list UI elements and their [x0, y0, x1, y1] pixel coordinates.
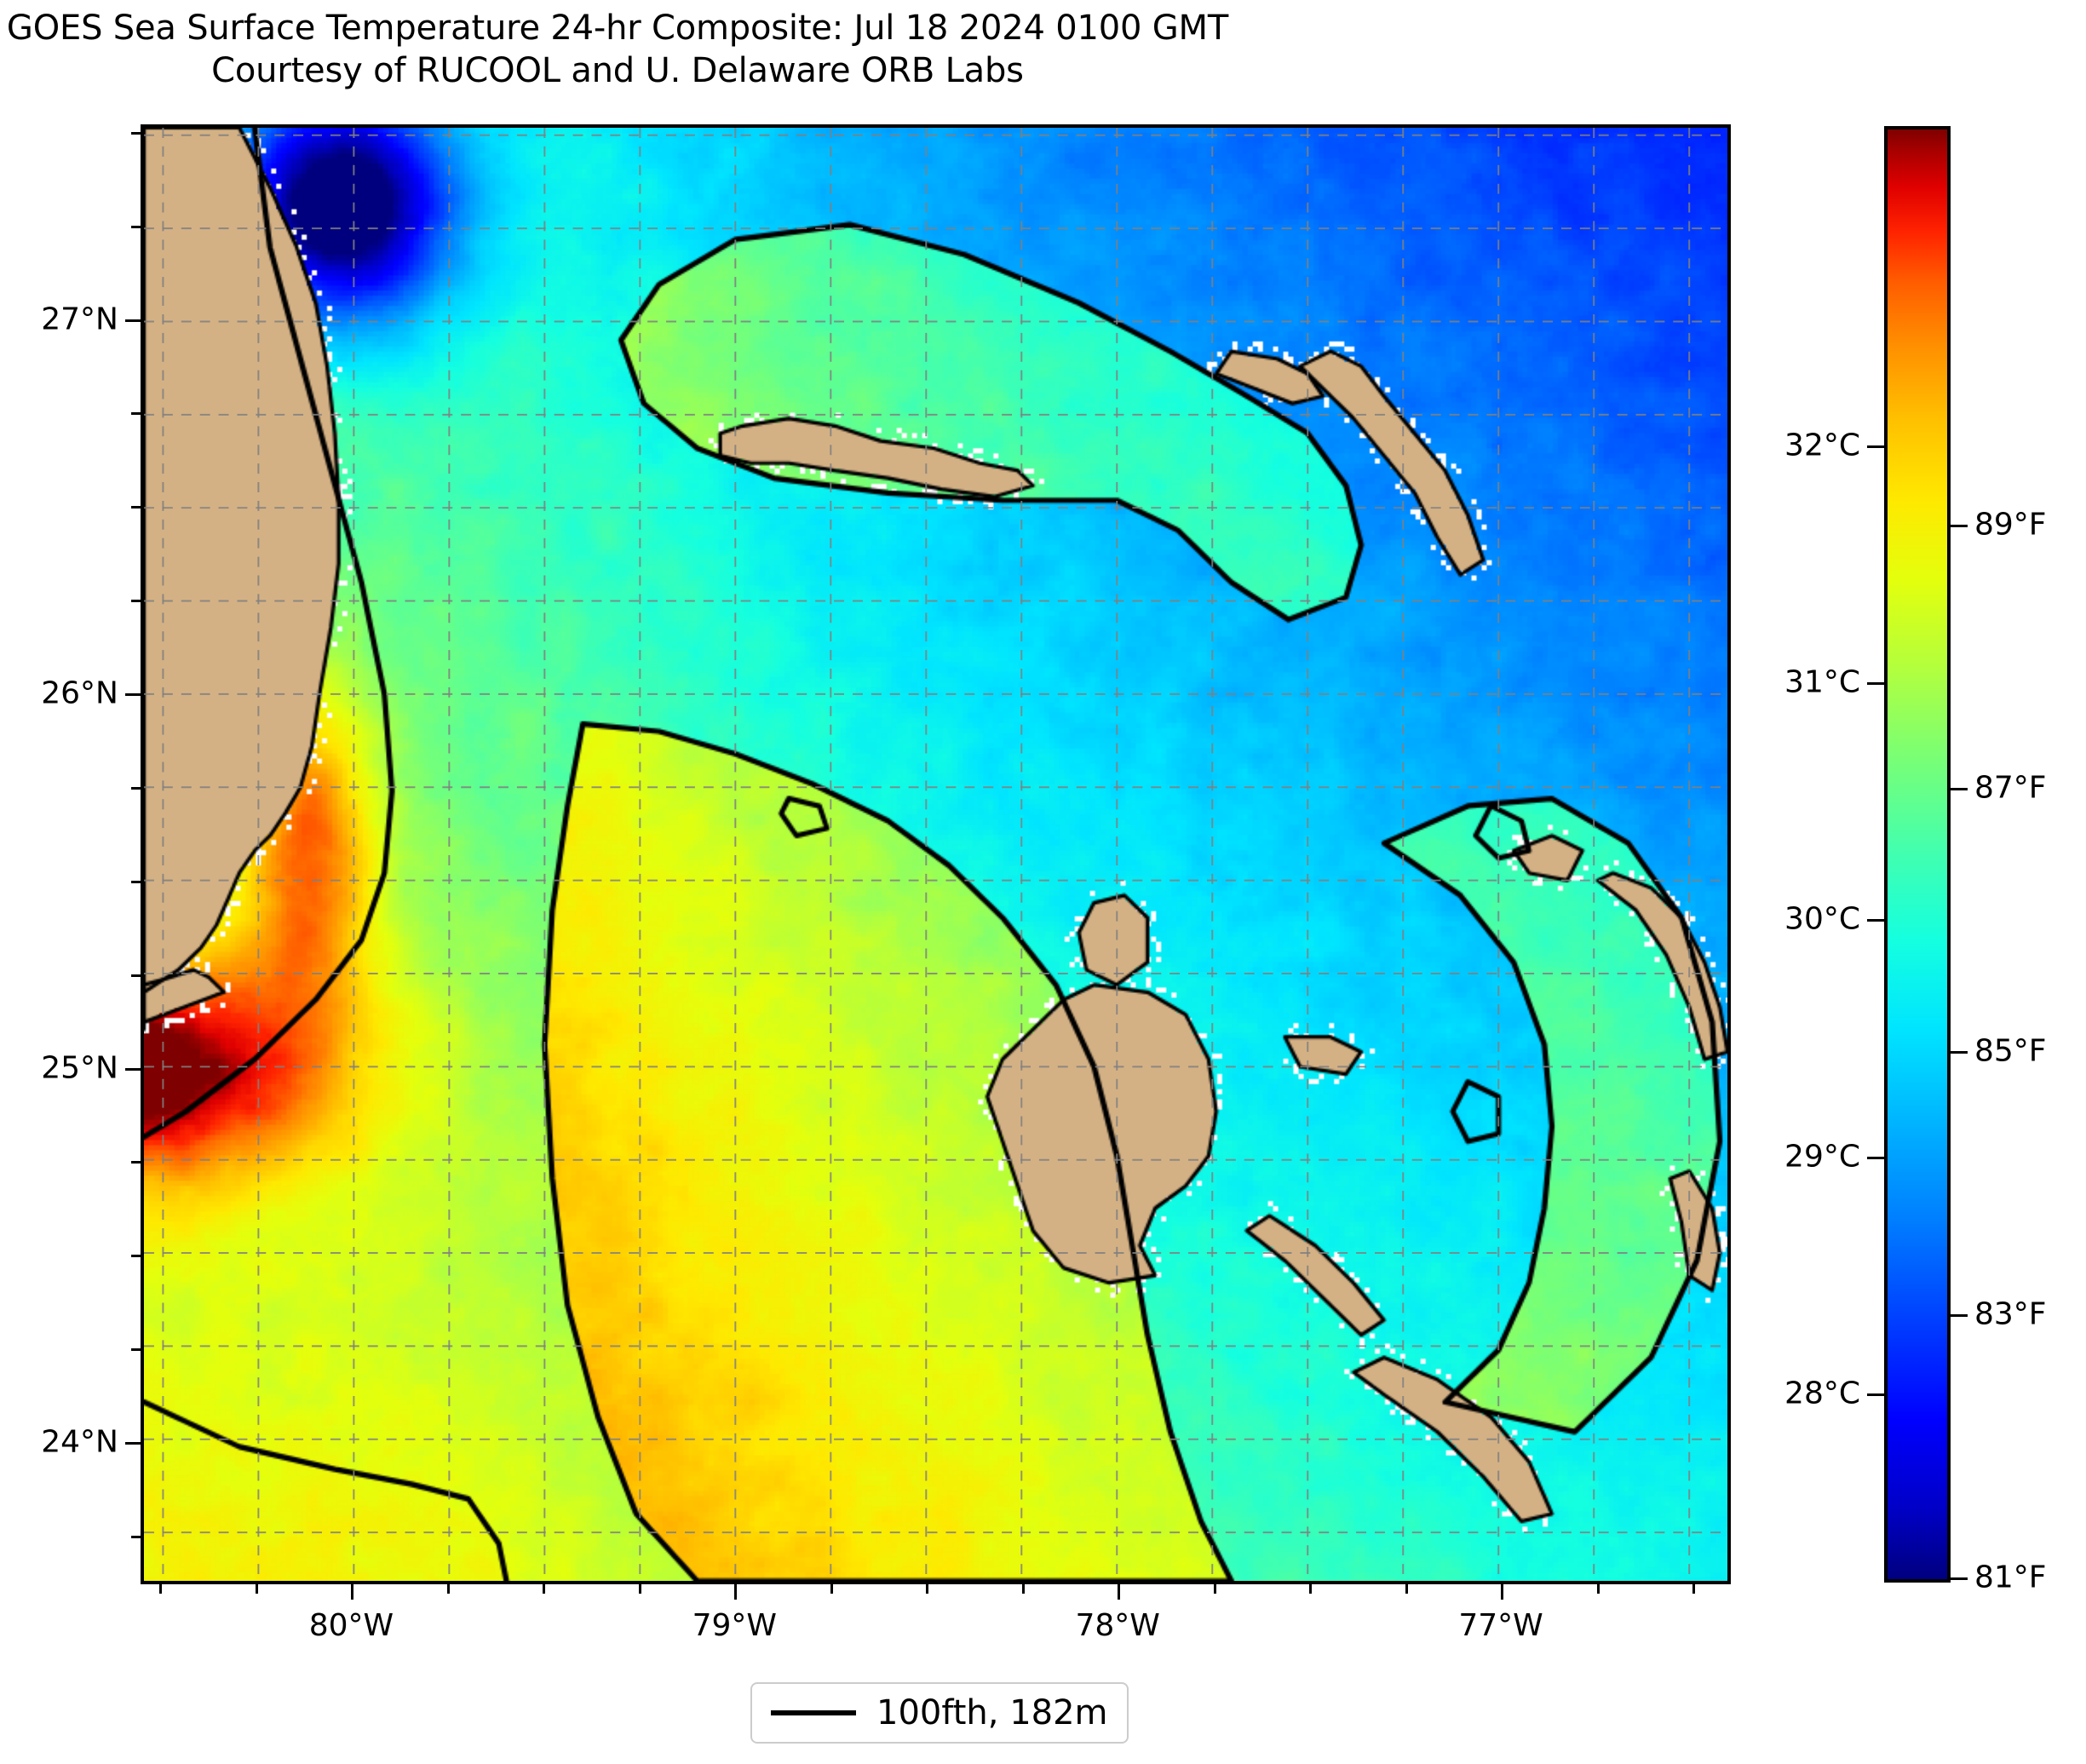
y-tick-minor: [131, 600, 141, 603]
page-title: GOES Sea Surface Temperature 24-hr Compo…: [0, 7, 1235, 92]
x-tick-major: [1118, 1584, 1121, 1600]
colorbar-label-celsius: 29°C: [1784, 1139, 1860, 1174]
x-tick-minor: [543, 1584, 546, 1594]
colorbar-label-celsius: 31°C: [1784, 664, 1860, 700]
y-tick-minor: [131, 1348, 141, 1352]
x-tick-minor: [1692, 1584, 1695, 1594]
colorbar-tick-celsius: [1867, 1156, 1884, 1159]
y-tick-minor: [131, 506, 141, 509]
x-tick-minor: [159, 1584, 163, 1594]
x-tick-minor: [1213, 1584, 1216, 1594]
sst-map-axes: [141, 124, 1731, 1584]
colorbar-tick-celsius: [1867, 1393, 1884, 1396]
x-tick-minor: [1021, 1584, 1025, 1594]
x-tick-minor: [926, 1584, 929, 1594]
x-axis-label: 77°W: [1458, 1608, 1543, 1643]
y-tick-major: [125, 1067, 141, 1071]
y-tick-minor: [131, 1535, 141, 1538]
y-tick-major: [125, 1441, 141, 1445]
x-tick-minor: [638, 1584, 641, 1594]
x-tick-minor: [1309, 1584, 1313, 1594]
y-tick-minor: [131, 131, 141, 135]
colorbar-tick-fahrenheit: [1951, 525, 1968, 528]
colorbar-label-fahrenheit: 87°F: [1974, 770, 2047, 806]
x-axis-label: 79°W: [692, 1608, 778, 1643]
y-tick-minor: [131, 974, 141, 977]
x-tick-minor: [255, 1584, 258, 1594]
colorbar-tick-celsius: [1867, 682, 1884, 686]
colorbar-label-celsius: 32°C: [1784, 428, 1860, 463]
y-tick-minor: [131, 786, 141, 790]
colorbar-tick-fahrenheit: [1951, 1313, 1968, 1317]
colorbar-tick-celsius: [1867, 445, 1884, 449]
y-tick-minor: [131, 225, 141, 228]
y-tick-major: [125, 319, 141, 322]
colorbar-tick-fahrenheit: [1951, 1577, 1968, 1580]
y-tick-minor: [131, 880, 141, 883]
x-tick-minor: [1405, 1584, 1408, 1594]
y-tick-minor: [131, 1161, 141, 1164]
contour-line-swatch: [771, 1710, 856, 1715]
colorbar: 32°C 31°C 30°C 29°C 28°C 89°F 87°F 85°F 83°F 81°F: [1784, 126, 2047, 1594]
x-tick-minor: [446, 1584, 450, 1594]
colorbar-tick-fahrenheit: [1951, 787, 1968, 790]
depth-contour-legend: 100fth, 182m: [750, 1682, 1129, 1744]
colorbar-label-fahrenheit: 85°F: [1974, 1033, 2047, 1069]
x-tick-major: [351, 1584, 354, 1600]
sst-heatmap-canvas: [144, 128, 1727, 1581]
title-line-2: Courtesy of RUCOOL and U. Delaware ORB L…: [211, 51, 1024, 90]
colorbar-label-celsius: 30°C: [1784, 901, 1860, 937]
x-tick-minor: [830, 1584, 833, 1594]
y-tick-minor: [131, 412, 141, 416]
colorbar-label-fahrenheit: 83°F: [1974, 1296, 2047, 1332]
colorbar-gradient: [1884, 126, 1951, 1583]
legend-label: 100fth, 182m: [876, 1693, 1108, 1732]
colorbar-label-fahrenheit: 81°F: [1974, 1560, 2047, 1595]
x-tick-major: [734, 1584, 738, 1600]
colorbar-tick-celsius: [1867, 919, 1884, 922]
colorbar-label-celsius: 28°C: [1784, 1376, 1860, 1411]
x-axis-label: 78°W: [1075, 1608, 1160, 1643]
x-tick-major: [1501, 1584, 1504, 1600]
axis-ticks-and-labels: 27°N 26°N 25°N 24°N 80°W 79°W 78°W 77°W: [41, 124, 1731, 1643]
y-axis-label: 26°N: [41, 675, 118, 711]
y-axis-label: 24°N: [41, 1424, 118, 1460]
title-line-1: GOES Sea Surface Temperature 24-hr Compo…: [6, 9, 1229, 48]
y-axis-label: 25°N: [41, 1050, 118, 1085]
y-tick-major: [125, 693, 141, 697]
y-axis-label: 27°N: [41, 302, 118, 337]
y-tick-minor: [131, 1255, 141, 1258]
colorbar-tick-fahrenheit: [1951, 1050, 1968, 1054]
colorbar-label-fahrenheit: 89°F: [1974, 507, 2047, 543]
x-axis-label: 80°W: [308, 1608, 394, 1643]
x-tick-minor: [1596, 1584, 1600, 1594]
